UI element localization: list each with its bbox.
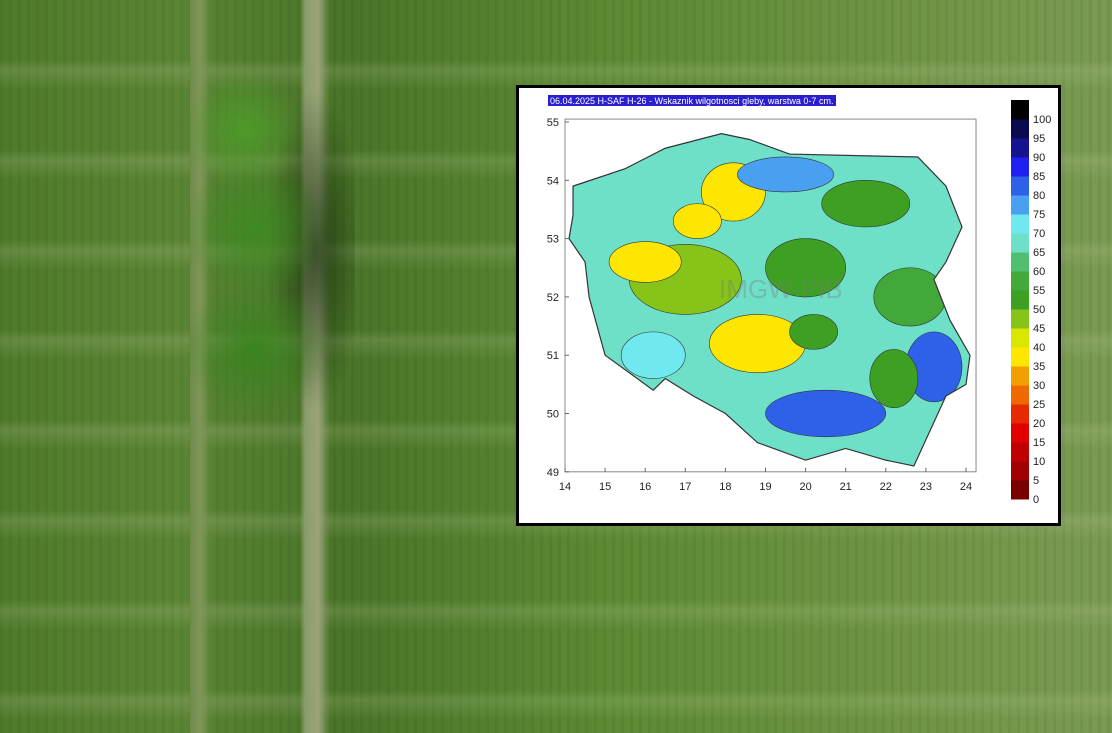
colorbar-label: 75	[1033, 209, 1045, 221]
map-canvas: 06.04.2025 H-SAF H-26 - Wskaznik wilgotn…	[547, 95, 1051, 506]
colorbar-label: 15	[1033, 437, 1045, 449]
colorbar-label: 65	[1033, 247, 1045, 259]
colorbar-swatch	[1011, 252, 1029, 272]
soil-moisture-map: 06.04.2025 H-SAF H-26 - Wskaznik wilgotn…	[516, 85, 1061, 526]
y-tick-label: 53	[547, 234, 559, 246]
colorbar-label: 70	[1033, 228, 1045, 240]
x-tick-label: 24	[960, 481, 972, 493]
colorbar-swatch	[1011, 442, 1029, 462]
colorbar-swatch	[1011, 328, 1029, 348]
colorbar-label: 30	[1033, 380, 1045, 392]
colorbar-swatch	[1011, 423, 1029, 443]
moisture-region	[608, 241, 682, 283]
colorbar-swatch	[1011, 138, 1029, 158]
x-tick-label: 17	[679, 481, 691, 493]
colorbar-swatch	[1011, 100, 1029, 120]
colorbar-swatch	[1011, 195, 1029, 215]
x-tick-label: 18	[719, 481, 731, 493]
moisture-region	[620, 331, 686, 379]
colorbar-label: 95	[1033, 133, 1045, 145]
colorbar-label: 40	[1033, 342, 1045, 354]
y-tick-label: 50	[547, 409, 559, 421]
colorbar-swatch	[1011, 176, 1029, 196]
moisture-region	[765, 389, 887, 438]
colorbar-label: 60	[1033, 266, 1045, 278]
y-tick-label: 51	[547, 350, 559, 362]
x-tick-label: 14	[559, 481, 571, 493]
colorbar-swatch	[1011, 309, 1029, 329]
colorbar-label: 55	[1033, 285, 1045, 297]
colorbar-label: 10	[1033, 456, 1045, 468]
y-tick-label: 52	[547, 292, 559, 304]
moisture-region	[821, 180, 911, 228]
moisture-region	[672, 203, 722, 239]
moisture-region	[869, 349, 919, 408]
x-tick-label: 16	[639, 481, 651, 493]
colorbar-label: 100	[1033, 114, 1051, 126]
colorbar-swatch	[1011, 157, 1029, 177]
colorbar-label: 20	[1033, 418, 1045, 430]
colorbar-swatch	[1011, 347, 1029, 367]
colorbar-label: 90	[1033, 152, 1045, 164]
colorbar-label: 0	[1033, 494, 1039, 506]
colorbar-swatch	[1011, 233, 1029, 253]
title-background	[548, 95, 836, 106]
map-title: 06.04.2025 H-SAF H-26 - Wskaznik wilgotn…	[550, 96, 833, 106]
colorbar-label: 50	[1033, 304, 1045, 316]
moisture-region	[737, 156, 834, 193]
x-tick-label: 23	[920, 481, 932, 493]
plot-frame	[564, 118, 977, 473]
colorbar-label: 45	[1033, 323, 1045, 335]
colorbar-swatch	[1011, 404, 1029, 424]
moisture-region	[873, 267, 947, 327]
colorbar-swatch	[1011, 214, 1029, 234]
y-tick-label: 54	[547, 175, 559, 187]
x-tick-label: 21	[840, 481, 852, 493]
colorbar-label: 35	[1033, 361, 1045, 373]
colorbar-swatch	[1011, 480, 1029, 500]
moisture-region	[709, 314, 806, 373]
x-tick-label: 22	[880, 481, 892, 493]
y-tick-label: 55	[547, 117, 559, 129]
tree-line	[165, 70, 355, 440]
colorbar-label: 80	[1033, 190, 1045, 202]
colorbar-label: 85	[1033, 171, 1045, 183]
colorbar-label: 5	[1033, 475, 1039, 487]
x-tick-label: 20	[799, 481, 811, 493]
moisture-region	[765, 238, 846, 298]
colorbar-swatch	[1011, 366, 1029, 386]
colorbar-label: 25	[1033, 399, 1045, 411]
colorbar-swatch	[1011, 119, 1029, 139]
colorbar-swatch	[1011, 271, 1029, 291]
colorbar-swatch	[1011, 461, 1029, 481]
colorbar-swatch	[1011, 385, 1029, 405]
x-tick-label: 19	[759, 481, 771, 493]
poland-border	[568, 133, 971, 467]
watermark: IMGW-PIB	[719, 274, 843, 304]
x-tick-label: 15	[599, 481, 611, 493]
y-tick-label: 49	[547, 467, 559, 479]
colorbar-swatch	[1011, 290, 1029, 310]
moisture-region	[789, 314, 838, 350]
